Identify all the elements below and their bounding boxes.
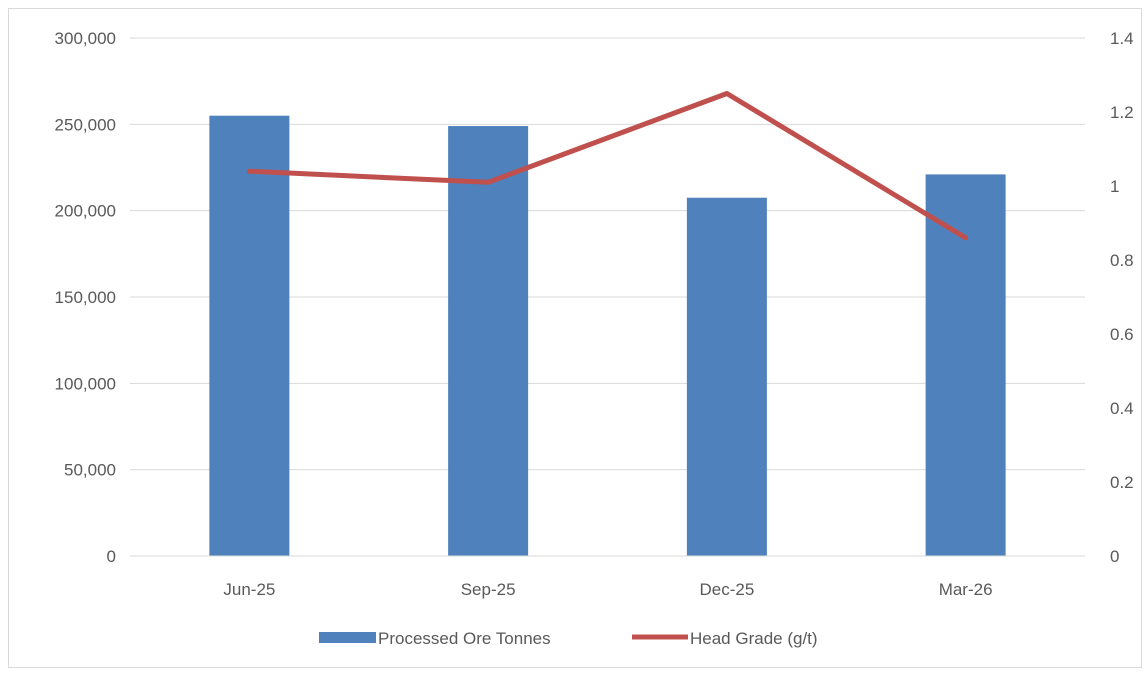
right-axis-ticks: 0 0.2 0.4 0.6 0.8 1 1.2 1.4: [1110, 29, 1134, 566]
left-axis-tick-label: 50,000: [64, 461, 116, 480]
head-grade-point-dec-25: [726, 93, 728, 94]
right-axis-tick-label: 0.2: [1110, 473, 1134, 492]
left-axis-ticks: 0 50,000 100,000 150,000 200,000 250,000 300,0…: [55, 29, 116, 566]
bar-mar-26: [925, 174, 1006, 556]
right-axis-tick-label: 0.8: [1110, 251, 1134, 270]
head-grade-point-sep-25: [487, 181, 489, 183]
x-axis-tick-label: Sep-25: [461, 580, 516, 599]
right-axis-tick-label: 0.6: [1110, 325, 1134, 344]
left-axis-tick-label: 0: [107, 547, 116, 566]
legend-swatch-processed-ore: [319, 632, 376, 643]
head-grade-point-jun-25: [248, 170, 250, 172]
bar-jun-25: [209, 115, 290, 556]
left-axis-tick-label: 300,000: [55, 29, 116, 48]
left-axis-tick-label: 250,000: [55, 115, 116, 134]
right-axis-tick-label: 0: [1110, 547, 1119, 566]
x-axis-tick-label: Jun-25: [223, 580, 275, 599]
bar-dec-25: [686, 197, 767, 556]
line-series-head-grade: [246, 91, 969, 241]
head-grade-point-mar-26: [965, 237, 967, 239]
x-axis-tick-label: Dec-25: [699, 580, 754, 599]
right-axis-tick-label: 1.4: [1110, 29, 1134, 48]
left-axis-tick-label: 150,000: [55, 288, 116, 307]
x-axis-tick-label: Mar-26: [939, 580, 993, 599]
left-axis-tick-label: 200,000: [55, 202, 116, 221]
bar-sep-25: [448, 126, 529, 556]
right-axis-tick-label: 1: [1110, 177, 1119, 196]
legend-label-processed-ore: Processed Ore Tonnes: [378, 629, 551, 648]
bar-series-processed-ore: [209, 115, 1006, 556]
legend-label-head-grade: Head Grade (g/t): [690, 629, 818, 648]
right-axis-tick-label: 0.4: [1110, 399, 1134, 418]
legend: Processed Ore Tonnes Head Grade (g/t): [319, 629, 818, 648]
x-axis-ticks: Jun-25 Sep-25 Dec-25 Mar-26: [223, 580, 992, 599]
right-axis-tick-label: 1.2: [1110, 103, 1134, 122]
head-grade-line: [246, 91, 969, 241]
left-axis-tick-label: 100,000: [55, 374, 116, 393]
